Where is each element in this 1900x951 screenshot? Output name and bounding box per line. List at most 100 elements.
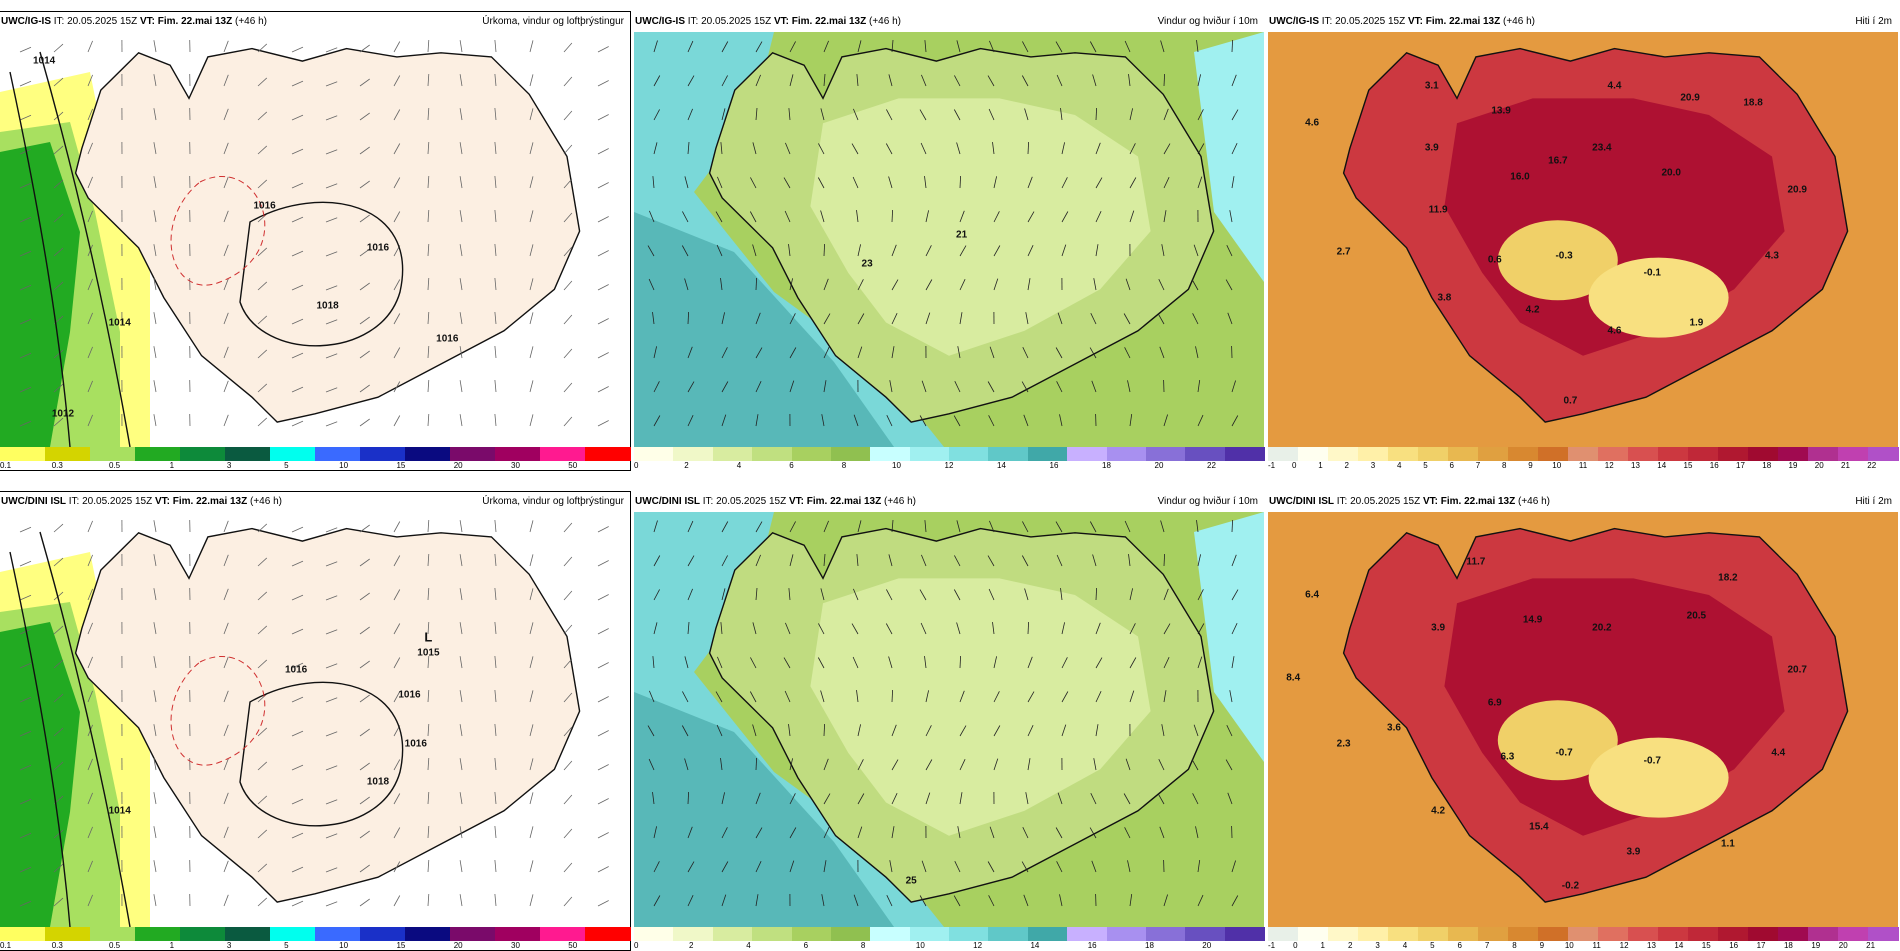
colorbar-swatch: [1107, 927, 1147, 941]
map-value-label: -0.7: [1555, 747, 1572, 758]
colorbar-tick-label: 18: [1762, 461, 1771, 471]
colorbar-swatch: [1418, 927, 1449, 941]
map-value-label: 14.9: [1523, 614, 1542, 625]
map-canvas: [1268, 512, 1898, 927]
map-value-label: 21: [956, 230, 967, 241]
panel-header: UWC/DINI ISL IT: 20.05.2025 15Z VT: Fim.…: [634, 492, 1264, 512]
panel-header-left: UWC/IG-IS IT: 20.05.2025 15Z VT: Fim. 22…: [1, 12, 267, 32]
init-time: 20.05.2025 15Z: [701, 16, 771, 27]
map-value-label: 6.9: [1488, 697, 1502, 708]
colorbar-swatch: [1718, 927, 1749, 941]
map-value-label: 23.4: [1592, 143, 1611, 154]
map-value-label: 20.7: [1787, 664, 1806, 675]
map-value-label: 3.1: [1425, 80, 1439, 91]
colorbar-tick-label: 20: [1815, 461, 1824, 471]
colorbar-tick-label: 10: [1552, 461, 1561, 471]
map-value-label: 4.4: [1771, 747, 1785, 758]
model-name: UWC/DINI ISL: [635, 496, 700, 507]
colorbar: [1268, 447, 1898, 461]
map-value-label: 3.8: [1437, 292, 1451, 303]
init-time-label: IT:: [1337, 496, 1348, 507]
colorbar-tick-label: 17: [1736, 461, 1745, 471]
colorbar-tick-label: 4: [1397, 461, 1401, 471]
map-value-label: 1016: [367, 242, 389, 253]
colorbar-tick-label: 5: [1423, 461, 1427, 471]
colorbar-tick-label: 5: [284, 461, 288, 471]
colorbar-tick-label: 22: [1207, 461, 1216, 471]
model-name: UWC/IG-IS: [635, 16, 685, 27]
colorbar-tick-label: 8: [842, 461, 846, 471]
colorbar-swatch: [1688, 447, 1719, 461]
colorbar-swatch: [1328, 927, 1359, 941]
map-panel-igis-precip: UWC/IG-IS IT: 20.05.2025 15Z VT: Fim. 22…: [0, 12, 630, 470]
colorbar-swatch: [1225, 447, 1265, 461]
colorbar-swatch: [949, 447, 989, 461]
colorbar-tick-label: 15: [396, 461, 405, 471]
panel-title: Úrkoma, vindur og loftþrýstingur: [482, 492, 624, 512]
colorbar-swatch: [910, 927, 950, 941]
map-panel-dini-precip: UWC/DINI ISL IT: 20.05.2025 15Z VT: Fim.…: [0, 492, 630, 950]
colorbar-swatch: [1268, 447, 1299, 461]
colorbar-swatch: [1028, 927, 1068, 941]
colorbar-swatch: [1448, 927, 1479, 941]
colorbar-swatch: [90, 447, 136, 461]
model-name: UWC/DINI ISL: [1, 496, 66, 507]
colorbar-swatch: [1185, 927, 1225, 941]
colorbar-swatch: [1225, 927, 1265, 941]
colorbar-tick-label: 20: [1155, 461, 1164, 471]
colorbar-swatch: [270, 447, 316, 461]
colorbar: [0, 927, 630, 941]
init-time: 20.05.2025 15Z: [1350, 496, 1420, 507]
map-panel-dini-wind: UWC/DINI ISL IT: 20.05.2025 15Z VT: Fim.…: [634, 492, 1264, 950]
map-value-label: 1016: [405, 739, 427, 750]
colorbar-swatch: [1508, 927, 1539, 941]
model-name: UWC/DINI ISL: [1269, 496, 1334, 507]
colorbar-swatch: [540, 447, 586, 461]
map-value-label: 20.9: [1680, 93, 1699, 104]
panel-header: UWC/IG-IS IT: 20.05.2025 15Z VT: Fim. 22…: [634, 12, 1264, 32]
colorbar-tick-label: 6: [1450, 461, 1454, 471]
valid-time: Fim. 22.mai 13Z: [1426, 16, 1500, 27]
valid-time: Fim. 22.mai 13Z: [807, 496, 881, 507]
map-value-label: 4.6: [1305, 118, 1319, 129]
colorbar-swatch: [1358, 927, 1389, 941]
colorbar-tick-label: 0: [1292, 461, 1296, 471]
lead-time: (+46 h): [1518, 496, 1550, 507]
colorbar-swatch: [1808, 447, 1839, 461]
colorbar-tick-label: 10: [339, 461, 348, 471]
colorbar: [0, 447, 630, 461]
map-value-label: 20.9: [1787, 184, 1806, 195]
map-value-label: 16.0: [1510, 172, 1529, 183]
map-value-label: 23: [862, 259, 873, 270]
colorbar-tick-label: 22: [1867, 461, 1876, 471]
map-value-label: 4.4: [1608, 80, 1622, 91]
map-value-label: 1016: [398, 689, 420, 700]
colorbar-swatch: [1748, 447, 1779, 461]
init-time-label: IT:: [688, 16, 699, 27]
lead-time: (+46 h): [869, 16, 901, 27]
lead-time: (+46 h): [1503, 16, 1535, 27]
colorbar-tick-label: -1: [1268, 461, 1275, 471]
panel-header: UWC/DINI ISL IT: 20.05.2025 15Z VT: Fim.…: [1268, 492, 1898, 512]
colorbar-swatch: [713, 447, 753, 461]
colorbar-tick-label: 6: [789, 461, 793, 471]
colorbar-swatch: [831, 447, 871, 461]
colorbar-swatch: [1778, 927, 1809, 941]
panel-title: Vindur og hviður í 10m: [1158, 492, 1258, 512]
colorbar-swatch: [1658, 927, 1689, 941]
valid-time: Fim. 22.mai 13Z: [158, 16, 232, 27]
lead-time: (+46 h): [250, 496, 282, 507]
map-value-label: 2.7: [1337, 246, 1351, 257]
panel-title: Hiti í 2m: [1855, 12, 1892, 32]
colorbar-swatch: [270, 927, 316, 941]
colorbar-swatch: [1628, 447, 1659, 461]
colorbar-swatch: [360, 927, 406, 941]
colorbar-swatch: [949, 927, 989, 941]
map-value-label: -0.2: [1562, 880, 1579, 891]
colorbar-tick-label: 1: [1318, 461, 1322, 471]
colorbar-swatch: [225, 927, 271, 941]
colorbar-tick-label: 9: [1528, 461, 1532, 471]
colorbar-swatch: [315, 927, 361, 941]
